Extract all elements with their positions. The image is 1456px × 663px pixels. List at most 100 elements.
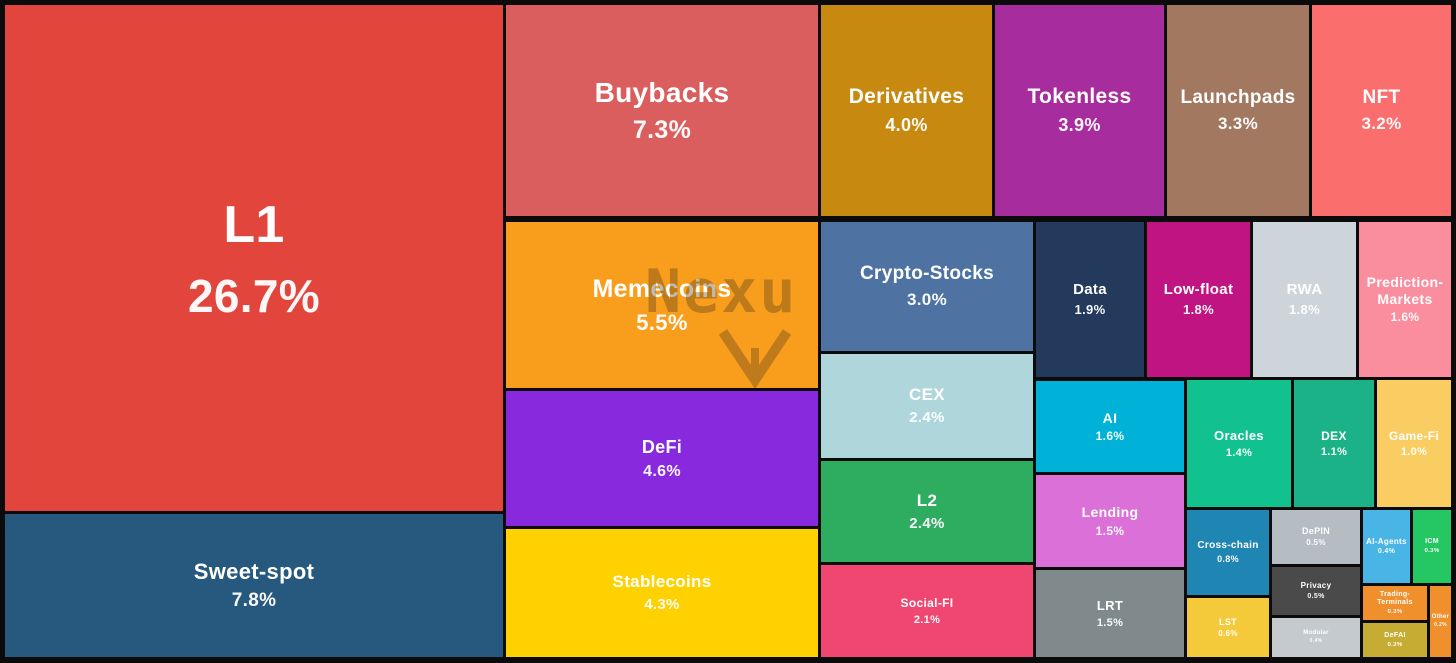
cell-percent: 5.5% xyxy=(636,310,688,336)
cell-label: Cross-chain xyxy=(1197,540,1259,552)
cell-trading-terminals[interactable]: Trading-Terminals 0.3% xyxy=(1363,586,1427,620)
cell-percent: 1.1% xyxy=(1320,446,1348,459)
cell-lst[interactable]: LST 0.6% xyxy=(1187,598,1269,657)
cell-percent: 3.3% xyxy=(1217,114,1259,134)
cell-label: AI xyxy=(1102,409,1118,426)
cell-percent: 0.2% xyxy=(1434,622,1447,629)
cell-percent: 1.8% xyxy=(1183,302,1214,318)
cell-percent: 1.4% xyxy=(1225,446,1253,459)
cell-buybacks[interactable]: Buybacks 7.3% xyxy=(506,5,818,216)
cell-percent: 1.8% xyxy=(1289,302,1320,318)
cell-label: Crypto-Stocks xyxy=(859,263,994,285)
cell-label: Other xyxy=(1431,614,1450,621)
cell-percent: 2.4% xyxy=(909,409,945,427)
cell-other[interactable]: Other 0.2% xyxy=(1430,586,1451,657)
cell-lending[interactable]: Lending 1.5% xyxy=(1036,475,1184,567)
cell-percent: 2.1% xyxy=(913,613,941,626)
cell-l2[interactable]: L2 2.4% xyxy=(821,461,1033,562)
cell-label: Launchpads xyxy=(1180,87,1296,109)
cell-percent: 1.0% xyxy=(1400,446,1428,459)
cell-label: Social-FI xyxy=(900,596,954,611)
cell-percent: 0.3% xyxy=(1424,548,1440,555)
cell-percent: 0.5% xyxy=(1307,592,1325,600)
cell-low-float[interactable]: Low-float 1.8% xyxy=(1147,222,1250,377)
cell-cross-chain[interactable]: Cross-chain 0.8% xyxy=(1187,510,1269,595)
cell-oracles[interactable]: Oracles 1.4% xyxy=(1187,380,1291,507)
cell-nft[interactable]: NFT 3.2% xyxy=(1312,5,1451,216)
cell-percent: 4.3% xyxy=(644,596,680,614)
cell-sweet-spot[interactable]: Sweet-spot 7.8% xyxy=(5,514,503,657)
cell-label: Lending xyxy=(1081,504,1139,521)
cell-label: Stablecoins xyxy=(612,572,712,592)
cell-label: ICM xyxy=(1425,538,1439,546)
cell-l1[interactable]: L1 26.7% xyxy=(5,5,503,511)
cell-game-fi[interactable]: Game-Fi 1.0% xyxy=(1377,380,1451,507)
cell-label: CEX xyxy=(909,385,945,405)
cell-launchpads[interactable]: Launchpads 3.3% xyxy=(1167,5,1309,216)
cell-label: Sweet-spot xyxy=(193,559,315,585)
cell-label: L1 xyxy=(223,195,285,254)
cell-percent: 3.0% xyxy=(906,290,948,310)
cell-label: DeFAI xyxy=(1384,631,1406,639)
cell-label: DeFi xyxy=(641,436,683,457)
cell-label: Oracles xyxy=(1214,428,1264,444)
cell-crypto-stocks[interactable]: Crypto-Stocks 3.0% xyxy=(821,222,1033,351)
cell-defai[interactable]: DeFAI 0.3% xyxy=(1363,623,1427,657)
cell-label: LST xyxy=(1219,616,1237,627)
cell-icm[interactable]: ICM 0.3% xyxy=(1413,510,1451,583)
cell-label: Memecoins xyxy=(592,274,732,303)
cell-depin[interactable]: DePIN 0.5% xyxy=(1272,510,1360,564)
cell-percent: 0.4% xyxy=(1377,548,1396,556)
cell-modular[interactable]: Modular 0.4% xyxy=(1272,618,1360,657)
cell-social-fi[interactable]: Social-FI 2.1% xyxy=(821,565,1033,657)
cell-dex[interactable]: DEX 1.1% xyxy=(1294,380,1374,507)
cell-ai-agents[interactable]: AI-Agents 0.4% xyxy=(1363,510,1410,583)
cell-percent: 1.6% xyxy=(1095,429,1125,444)
cell-label: DEX xyxy=(1321,428,1347,443)
cell-percent: 0.3% xyxy=(1387,641,1403,648)
cell-memecoins[interactable]: Memecoins 5.5% xyxy=(506,222,818,388)
cell-label: Privacy xyxy=(1300,581,1332,591)
cell-tokenless[interactable]: Tokenless 3.9% xyxy=(995,5,1164,216)
cell-percent: 4.0% xyxy=(885,114,928,135)
cell-lrt[interactable]: LRT 1.5% xyxy=(1036,570,1184,657)
cell-label: RWA xyxy=(1286,281,1323,299)
cell-label: Prediction-Markets xyxy=(1366,274,1444,307)
cell-percent: 1.6% xyxy=(1390,310,1420,325)
cell-label: Buybacks xyxy=(594,77,730,109)
cell-label: Data xyxy=(1073,281,1107,299)
cell-prediction-markets[interactable]: Prediction-Markets 1.6% xyxy=(1359,222,1451,377)
cell-percent: 26.7% xyxy=(187,269,321,322)
cell-cex[interactable]: CEX 2.4% xyxy=(821,354,1033,458)
cell-label: Trading-Terminals xyxy=(1377,590,1413,606)
cell-percent: 7.8% xyxy=(231,590,277,612)
cell-label: Game-Fi xyxy=(1388,428,1440,443)
cell-label: L2 xyxy=(916,490,938,510)
cell-percent: 0.8% xyxy=(1217,553,1239,564)
cell-privacy[interactable]: Privacy 0.5% xyxy=(1272,567,1360,615)
cell-defi[interactable]: DeFi 4.6% xyxy=(506,391,818,526)
cell-derivatives[interactable]: Derivatives 4.0% xyxy=(821,5,992,216)
cell-percent: 4.6% xyxy=(643,462,681,480)
cell-label: Tokenless xyxy=(1027,85,1132,109)
cell-label: Derivatives xyxy=(848,85,965,109)
cell-percent: 7.3% xyxy=(632,116,692,145)
cell-ai[interactable]: AI 1.6% xyxy=(1036,381,1184,472)
cell-percent: 3.2% xyxy=(1361,114,1402,134)
cell-percent: 1.5% xyxy=(1096,616,1124,629)
cell-label: DePIN xyxy=(1301,526,1331,537)
cell-percent: 0.5% xyxy=(1306,538,1326,548)
cell-label: AI-Agents xyxy=(1366,536,1407,546)
cell-data[interactable]: Data 1.9% xyxy=(1036,222,1144,377)
cell-percent: 0.3% xyxy=(1387,608,1403,615)
cell-percent: 0.4% xyxy=(1309,638,1323,645)
cell-label: NFT xyxy=(1362,87,1401,109)
cell-percent: 0.6% xyxy=(1218,628,1238,638)
cell-percent: 2.4% xyxy=(909,514,945,532)
cell-rwa[interactable]: RWA 1.8% xyxy=(1253,222,1356,377)
cell-stablecoins[interactable]: Stablecoins 4.3% xyxy=(506,529,818,657)
cell-percent: 1.9% xyxy=(1074,302,1106,318)
cell-percent: 1.5% xyxy=(1095,523,1125,538)
